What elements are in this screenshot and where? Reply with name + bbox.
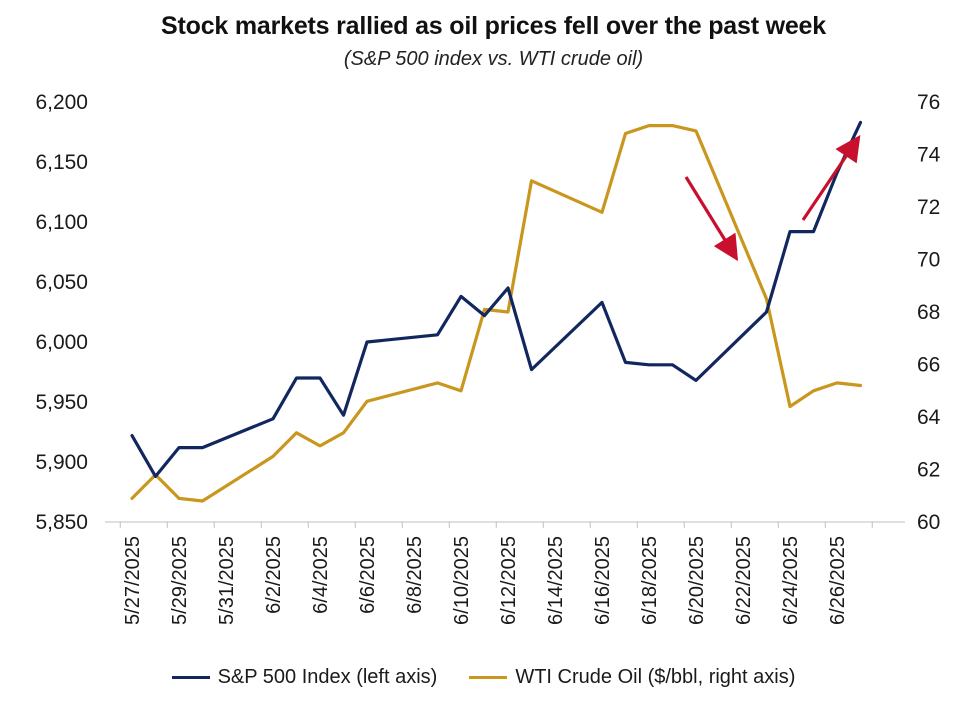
x-axis-tick-label: 5/29/2025	[169, 536, 191, 625]
wti-series-line	[130, 123, 863, 503]
right-axis-tick-label: 68	[917, 301, 940, 324]
x-axis-tick-label: 6/18/2025	[639, 536, 661, 625]
x-axis: 5/27/2025 5/29/2025 5/31/2025 6/2/2025 6/4/2…	[105, 521, 905, 625]
annotations	[684, 135, 861, 262]
left-axis-tick-label: 5,900	[35, 451, 88, 474]
right-axis-tick-label: 70	[917, 249, 940, 272]
x-axis-tick-label: 6/26/2025	[827, 536, 849, 625]
right-axis-tick-label: 60	[917, 511, 940, 534]
x-axis-tick-label: 6/4/2025	[310, 536, 332, 614]
x-axis-tick-label: 6/22/2025	[733, 536, 755, 625]
left-axis-tick-label: 6,100	[35, 211, 88, 234]
chart-title: Stock markets rallied as oil prices fell…	[161, 12, 826, 40]
series-layer	[130, 120, 863, 503]
legend-label-wti: WTI Crude Oil ($/bbl, right axis)	[515, 666, 796, 688]
left-axis-tick-label: 5,950	[35, 391, 88, 414]
x-axis-tick-label: 6/10/2025	[451, 536, 473, 625]
x-axis-tick-label: 6/24/2025	[780, 536, 802, 625]
right-axis-tick-label: 76	[917, 91, 940, 114]
x-axis-tick-label: 6/6/2025	[357, 536, 379, 614]
right-axis-tick-label: 62	[917, 459, 940, 482]
left-axis-tick-label: 6,000	[35, 331, 88, 354]
sp500-series-line	[130, 120, 863, 478]
x-axis-tick-label: 6/2/2025	[263, 536, 285, 614]
legend-swatch-sp500	[171, 676, 210, 679]
left-axis-tick-label: 6,150	[35, 151, 88, 174]
legend-label-sp500: S&P 500 Index (left axis)	[217, 666, 438, 688]
left-axis-tick-label: 6,200	[35, 91, 88, 114]
x-axis-tick-label: 5/27/2025	[122, 536, 144, 625]
right-axis-tick-label: 72	[917, 196, 940, 219]
left-axis: 5,850 5,900 5,950 6,000 6,050 6,100 6,150 6,200	[35, 91, 88, 534]
chart-subtitle: (S&P 500 index vs. WTI crude oil)	[343, 48, 644, 70]
right-axis-tick-label: 66	[917, 354, 940, 377]
left-axis-tick-label: 6,050	[35, 271, 88, 294]
x-axis-tick-label: 6/12/2025	[498, 536, 520, 625]
x-axis-tick-label: 6/8/2025	[404, 536, 426, 614]
right-axis-tick-label: 64	[917, 406, 941, 429]
x-axis-tick-label: 5/31/2025	[216, 536, 238, 625]
x-axis-tick-label: 6/16/2025	[592, 536, 614, 625]
right-axis-tick-label: 74	[917, 144, 941, 167]
legend: S&P 500 Index (left axis) WTI Crude Oil …	[0, 666, 967, 689]
left-axis-tick-label: 5,850	[35, 511, 88, 534]
up-arrow-icon	[801, 135, 861, 221]
legend-item-wti: WTI Crude Oil ($/bbl, right axis)	[469, 666, 795, 689]
down-arrow-icon	[684, 176, 739, 262]
legend-swatch-wti	[469, 676, 508, 679]
legend-item-sp500: S&P 500 Index (left axis)	[171, 666, 438, 689]
x-axis-tick-label: 6/20/2025	[686, 536, 708, 625]
right-axis: 60 62 64 66 68 70 72 74 76	[917, 91, 941, 534]
x-axis-tick-label: 6/14/2025	[545, 536, 567, 625]
